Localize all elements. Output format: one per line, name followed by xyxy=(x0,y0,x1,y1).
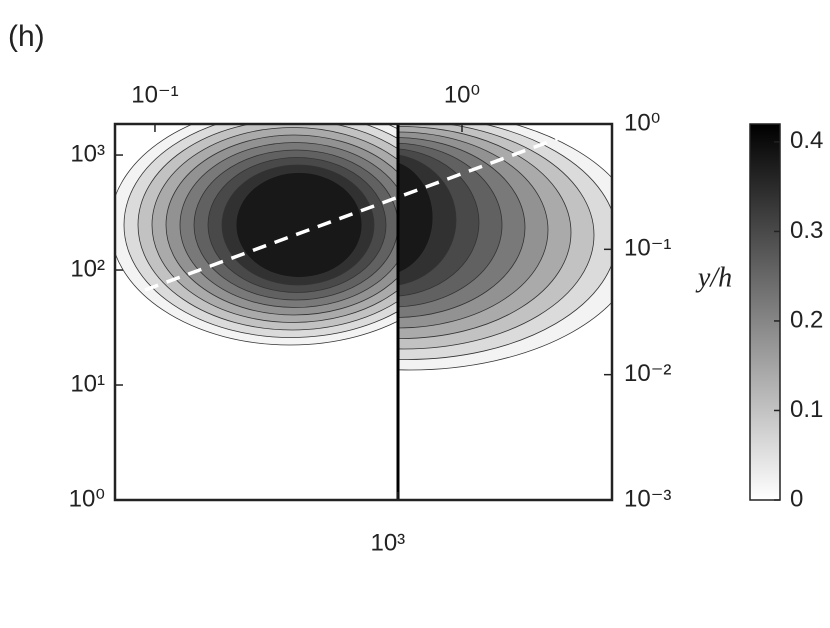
y2-tick-label: 10⁰ xyxy=(624,109,660,136)
y2-tick-label: 10⁻³ xyxy=(624,485,671,512)
y2-label: y/h xyxy=(695,262,732,293)
y-tick-label: 10¹ xyxy=(70,370,105,397)
contour-level xyxy=(235,172,363,278)
y-tick-label: 10⁰ xyxy=(69,485,105,512)
contours xyxy=(115,124,612,371)
plot-frame xyxy=(113,122,614,502)
colorbar-tick-label: 0.3 xyxy=(790,217,823,244)
x-tick-label: 10³ xyxy=(370,529,405,556)
colorbar-tick-label: 0.4 xyxy=(790,127,823,154)
colorbar-tick-label: 0 xyxy=(790,485,803,512)
dashed-line xyxy=(144,124,593,292)
x2-tick-label: 10⁻¹ xyxy=(131,81,178,108)
y2-tick-label: 10⁻¹ xyxy=(624,235,671,262)
y-tick-label: 10³ xyxy=(70,140,105,167)
colorbar-tick-label: 0.2 xyxy=(790,306,823,333)
x2-tick-label: 10⁰ xyxy=(444,81,480,108)
colorbar-tick-label: 0.1 xyxy=(790,396,823,423)
y2-tick-label: 10⁻² xyxy=(624,360,671,387)
panel-label: (h) xyxy=(8,20,45,53)
contour-level xyxy=(398,161,434,274)
y-tick-label: 10² xyxy=(70,255,105,282)
colorbar xyxy=(749,123,781,501)
